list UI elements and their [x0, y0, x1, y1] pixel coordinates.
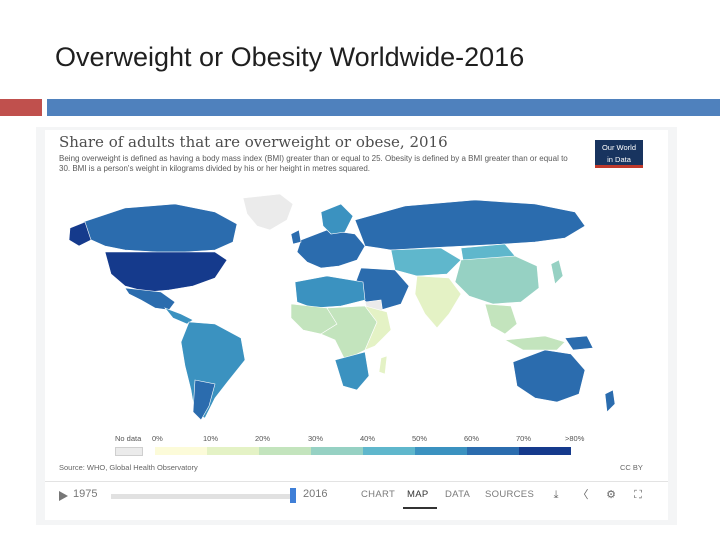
- region-central-america[interactable]: [164, 307, 194, 325]
- legend-bin-60-70[interactable]: [467, 447, 519, 455]
- legend-no-data-swatch[interactable]: [115, 447, 143, 456]
- play-icon[interactable]: [59, 491, 68, 501]
- tab-chart[interactable]: CHART: [361, 489, 396, 500]
- owid-logo[interactable]: Our World in Data: [595, 140, 643, 168]
- timeline-handle[interactable]: [290, 488, 296, 503]
- share-icon[interactable]: 〈: [577, 489, 589, 501]
- region-south-america[interactable]: [180, 321, 246, 419]
- legend-bin-20-30[interactable]: [259, 447, 311, 455]
- region-scandinavia[interactable]: [320, 203, 354, 235]
- legend-bin-40-50[interactable]: [363, 447, 415, 455]
- legend-tick-30: 30%: [308, 434, 324, 443]
- region-southeast-asia[interactable]: [484, 303, 518, 335]
- legend-bin-30-40[interactable]: [311, 447, 363, 455]
- legend-bin-10-20[interactable]: [207, 447, 259, 455]
- logo-line-2: in Data: [607, 155, 631, 164]
- region-madagascar[interactable]: [378, 355, 388, 375]
- legend-bin-50-60[interactable]: [415, 447, 467, 455]
- slide-title: Overweight or Obesity Worldwide-2016: [55, 42, 525, 72]
- region-usa[interactable]: [104, 251, 228, 293]
- chart-card: Share of adults that are overweight or o…: [36, 127, 677, 525]
- gear-icon[interactable]: ⚙: [606, 489, 616, 501]
- region-south-asia[interactable]: [414, 275, 462, 329]
- region-canada[interactable]: [82, 203, 238, 253]
- region-japan[interactable]: [550, 259, 564, 285]
- legend-tick-20: 20%: [255, 434, 271, 443]
- legend-bin-0-10[interactable]: [155, 447, 207, 455]
- tab-map[interactable]: MAP: [407, 489, 429, 500]
- chart-panel: Share of adults that are overweight or o…: [45, 130, 668, 520]
- download-icon[interactable]: ⤓: [553, 489, 559, 501]
- region-uk[interactable]: [290, 229, 302, 245]
- legend-no-data-label: No data: [115, 434, 142, 443]
- region-north-africa[interactable]: [294, 275, 366, 309]
- legend-bin-70-80[interactable]: [519, 447, 571, 455]
- accent-bar-blue: [47, 99, 720, 116]
- region-russia[interactable]: [354, 199, 586, 251]
- tab-map-underline: [403, 507, 437, 509]
- timeline-end-year: 2016: [303, 488, 328, 500]
- legend-tick-10: 10%: [203, 434, 219, 443]
- region-greenland[interactable]: [242, 193, 294, 231]
- region-mexico[interactable]: [124, 287, 176, 311]
- world-map[interactable]: [65, 190, 645, 430]
- chart-subtitle: Being overweight is defined as having a …: [59, 154, 568, 173]
- legend-tick-80: >80%: [565, 434, 585, 443]
- accent-bar-red: [0, 99, 42, 116]
- region-europe[interactable]: [296, 229, 366, 269]
- legend-tick-60: 60%: [464, 434, 480, 443]
- region-alaska[interactable]: [68, 221, 92, 247]
- legend-tick-0: 0%: [152, 434, 163, 443]
- region-new-zealand[interactable]: [604, 389, 616, 413]
- region-southern-africa[interactable]: [334, 351, 370, 391]
- region-australia[interactable]: [512, 349, 586, 403]
- chart-title: Share of adults that are overweight or o…: [59, 133, 448, 151]
- logo-line-1: Our World: [601, 143, 637, 152]
- tab-sources[interactable]: SOURCES: [485, 489, 535, 500]
- map-controls: 1975 2016 CHART MAP DATA SOURCES ⤓ 〈 ⚙ ⛶: [45, 481, 668, 511]
- region-indonesia[interactable]: [504, 335, 566, 351]
- fullscreen-icon[interactable]: ⛶: [634, 489, 642, 501]
- region-china[interactable]: [454, 255, 540, 305]
- region-argentina[interactable]: [192, 379, 216, 421]
- region-central-asia[interactable]: [390, 247, 462, 277]
- region-png[interactable]: [564, 335, 594, 351]
- legend-tick-50: 50%: [412, 434, 428, 443]
- legend-tick-70: 70%: [516, 434, 532, 443]
- timeline-track[interactable]: [111, 494, 291, 499]
- source-note: Source: WHO, Global Health Observatory: [59, 463, 198, 472]
- legend-tick-40: 40%: [360, 434, 376, 443]
- region-east-africa[interactable]: [364, 305, 392, 351]
- license-link[interactable]: CC BY: [620, 463, 643, 472]
- tab-data[interactable]: DATA: [445, 489, 471, 500]
- timeline-start-year: 1975: [73, 488, 98, 500]
